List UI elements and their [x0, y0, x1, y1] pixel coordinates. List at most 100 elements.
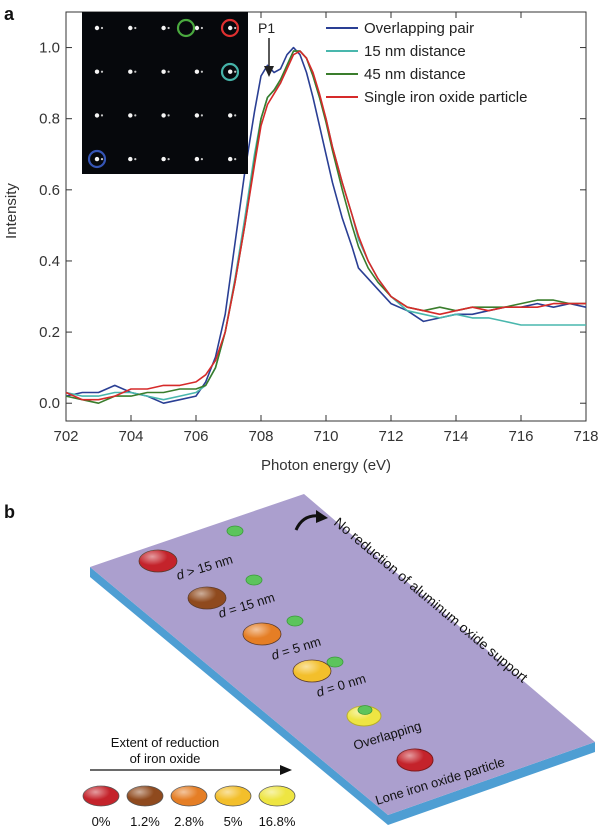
inset-support-particle	[200, 70, 203, 73]
x-tick-label: 708	[248, 428, 273, 445]
legend-entry: Overlapping pair	[364, 20, 474, 37]
inset-particle	[161, 156, 166, 162]
inset-support-particle	[167, 26, 170, 30]
inset-support-particle	[234, 70, 237, 73]
inset-support-particle	[134, 158, 137, 161]
scale-sheen	[215, 786, 251, 806]
chart-a: 702 704 706 708 710 712 714 716 718 0.0 0.2 0.4 0.6…	[3, 11, 599, 474]
overlap-support-particle	[357, 705, 373, 715]
x-tick-label: 710	[313, 428, 338, 445]
inset-support-particle	[200, 158, 203, 161]
inset-highlight-blue	[87, 149, 107, 169]
inset-support-particle	[100, 70, 104, 73]
inset-particle	[94, 156, 100, 162]
scale-label: 16.8%	[259, 814, 296, 829]
reduction-scale: 0% 1.2% 2.8% 5% 16.8%	[82, 785, 296, 829]
panel-b-label: b	[4, 502, 15, 522]
support-plate	[90, 494, 595, 825]
inset-support-particle	[134, 114, 137, 117]
x-tick-label: 718	[573, 428, 598, 445]
legend: Overlapping pair 15 nm distance 45 nm dist…	[326, 20, 527, 106]
x-tick-label: 704	[118, 428, 143, 445]
legend-title-line2: of iron oxide	[130, 751, 201, 766]
inset-particle	[94, 25, 100, 31]
support-particle	[286, 615, 304, 627]
inset-particle	[128, 25, 133, 31]
inset-support-particle	[234, 158, 237, 161]
inset-highlight-teal	[220, 62, 240, 82]
inset-particle	[228, 69, 233, 74]
inset-particle	[228, 156, 233, 162]
y-axis-label: Intensity	[3, 183, 20, 239]
y-tick-label: 0.0	[39, 395, 60, 412]
scale-sheen	[83, 786, 119, 806]
inset-particle-array	[94, 25, 237, 162]
curved-arrowhead-icon	[316, 510, 328, 523]
x-axis-ticks: 702 704 706 708 710 712 714 716 718	[53, 12, 599, 445]
x-tick-label: 702	[53, 428, 78, 445]
inset-background	[82, 12, 248, 174]
particle-sheen	[188, 587, 226, 609]
inset-support-particle	[100, 158, 104, 161]
inset-particle	[94, 113, 100, 118]
series-line-4	[65, 50, 586, 401]
y-tick-label: 1.0	[39, 40, 60, 57]
series-layer	[65, 46, 587, 405]
inset-particle	[194, 113, 200, 118]
inset-particle	[128, 69, 133, 74]
particle-sheen	[243, 623, 281, 645]
legend-title-line1: Extent of reduction	[111, 735, 219, 750]
inset-highlight-red	[220, 18, 240, 38]
inset-support-particle	[100, 114, 104, 117]
lone-sheen	[397, 749, 433, 771]
inset-support-particle	[234, 26, 237, 30]
x-tick-label: 716	[508, 428, 533, 445]
inset-particle	[194, 69, 200, 74]
particle-sheen	[293, 660, 331, 682]
inset-support-particle	[100, 26, 104, 30]
inset-support-particle	[134, 26, 137, 30]
panel-a-label: a	[4, 4, 15, 24]
scale-label: 0%	[92, 814, 111, 829]
support-particle	[245, 574, 263, 586]
lone-particle	[396, 748, 434, 772]
inset-particle	[161, 69, 166, 74]
inset-support-particle	[134, 70, 137, 73]
x-tick-label: 712	[378, 428, 403, 445]
legend-entry: 15 nm distance	[364, 43, 466, 60]
inset-particle	[161, 25, 166, 31]
inset-particle	[128, 156, 133, 162]
overlap-sheen	[347, 706, 381, 726]
scale-sheen	[127, 786, 163, 806]
x-axis-label: Photon energy (eV)	[261, 457, 391, 474]
y-tick-label: 0.2	[39, 324, 60, 341]
y-tick-label: 0.8	[39, 111, 60, 128]
legend-entry: Single iron oxide particle	[364, 89, 527, 106]
reduction-arrowhead	[280, 765, 292, 775]
y-tick-label: 0.4	[39, 253, 60, 270]
inset-support-particle	[200, 114, 203, 117]
inset-support-particle	[167, 114, 170, 117]
inset-particle	[228, 25, 233, 31]
inset-image	[82, 12, 248, 174]
overlapping-particle	[346, 705, 382, 727]
particle-sheen	[139, 550, 177, 572]
inset-particle	[161, 113, 166, 118]
series-line-1	[65, 46, 587, 405]
plate-top-face	[90, 494, 595, 815]
scale-sheen	[259, 786, 295, 806]
inset-support-particle	[234, 114, 237, 117]
scale-label: 2.8%	[174, 814, 204, 829]
inset-support-particle	[200, 26, 203, 30]
inset-particle	[94, 69, 100, 74]
legend-entry: 45 nm distance	[364, 66, 466, 83]
p1-arrowhead	[264, 66, 274, 77]
scale-sheen	[171, 786, 207, 806]
support-particle	[326, 656, 344, 668]
scale-label: 1.2%	[130, 814, 160, 829]
x-tick-label: 714	[443, 428, 468, 445]
inset-particle	[228, 113, 233, 118]
inset-particle	[194, 156, 200, 162]
y-axis-ticks: 0.0 0.2 0.4 0.6 0.8 1.0	[39, 40, 586, 412]
